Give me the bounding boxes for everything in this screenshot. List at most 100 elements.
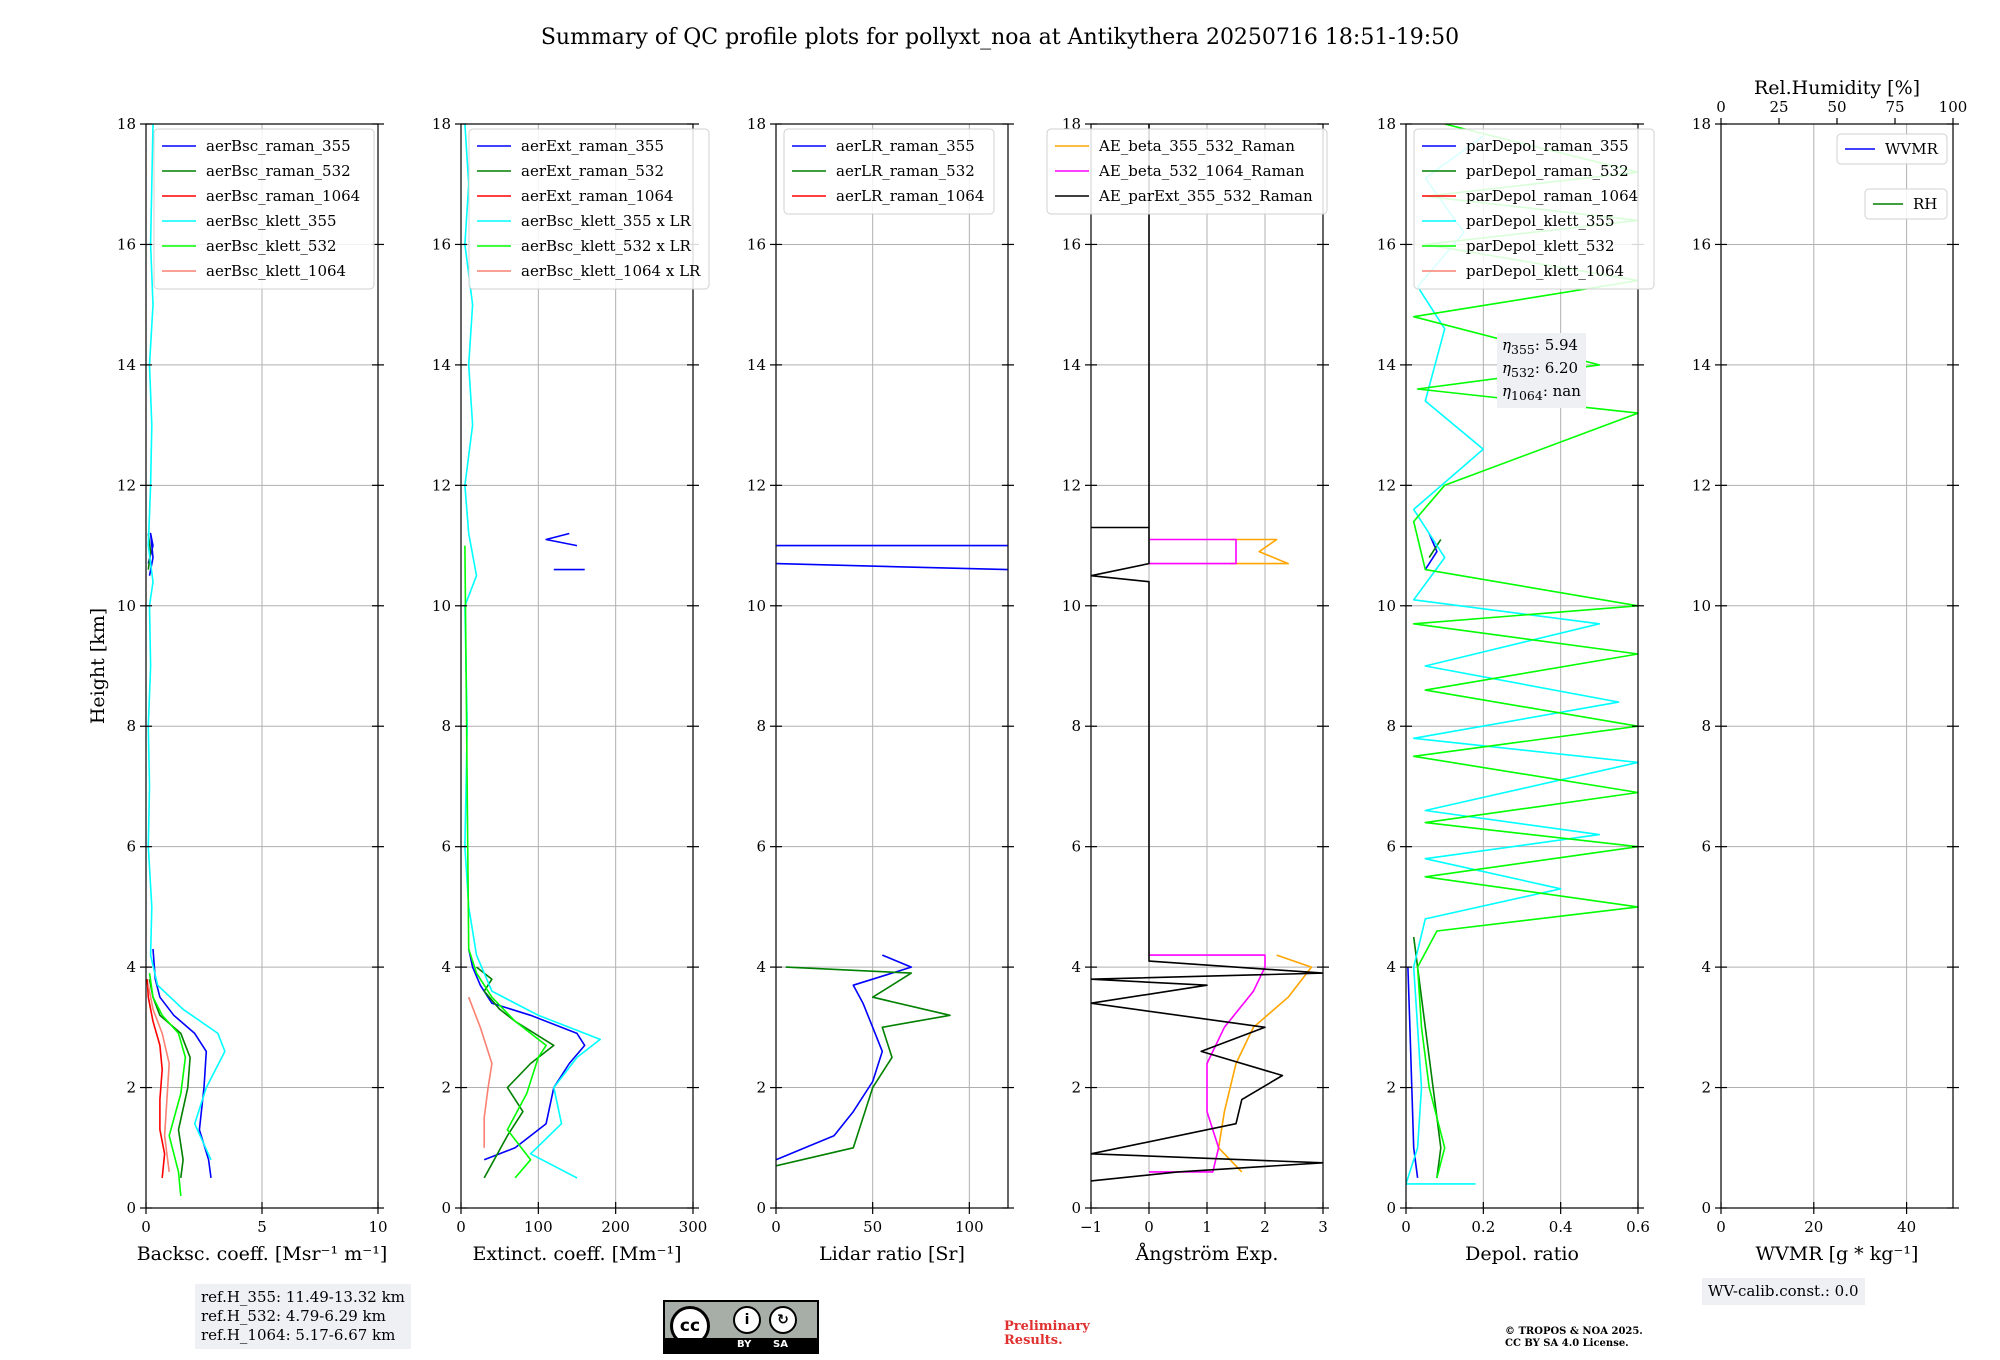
legend-label: aerBsc_raman_1064: [206, 187, 360, 205]
legend-label: RH: [1913, 195, 1937, 213]
axes-frame: [460, 123, 694, 1209]
legend-box: [1413, 128, 1655, 290]
legend-label: parDepol_klett_532: [1466, 237, 1615, 255]
eta-1064: η1064: nan: [1502, 382, 1581, 403]
y-tick-label: 14: [1692, 356, 1711, 374]
legend-label: aerBsc_klett_532: [206, 237, 337, 255]
legend-label: aerExt_raman_532: [521, 162, 664, 180]
y-tick-label: 6: [126, 838, 136, 856]
x-tick-label: 0: [1716, 1218, 1726, 1236]
legend-label: aerLR_raman_355: [836, 137, 975, 155]
ref-height-355: ref.H_355: 11.49-13.32 km: [201, 1288, 405, 1306]
x-tick-label: 0.6: [1626, 1218, 1650, 1236]
figure-title: Summary of QC profile plots for pollyxt_…: [541, 25, 1459, 50]
y-tick-label: 4: [756, 958, 766, 976]
y-tick-label: 2: [126, 1079, 136, 1097]
legend-box: [153, 128, 375, 290]
legend-label: parDepol_raman_1064: [1466, 187, 1638, 205]
copyright-note: © TROPOS & NOA 2025. CC BY SA 4.0 Licens…: [1505, 1326, 1643, 1350]
legend-box: [1864, 188, 1948, 220]
top-x-tick-label: 25: [1769, 98, 1788, 116]
panel-6: 0 2 4 6 8 10 12 14 16 18 0 20 40 0 25 50 75 100 Rel.Humidi…: [1692, 77, 1967, 1265]
preliminary-line-1: Preliminary: [1004, 1319, 1090, 1334]
x-tick-label: 1: [1202, 1218, 1212, 1236]
x-tick-label: −1: [1080, 1218, 1102, 1236]
y-tick-label: 4: [1071, 958, 1081, 976]
y-axis-label: Height [km]: [87, 608, 109, 724]
legend-label: aerExt_raman_355: [521, 137, 664, 155]
x-axis-label: Lidar ratio [Sr]: [819, 1243, 965, 1265]
x-axis-label: Ångström Exp.: [1135, 1243, 1279, 1265]
legend: AE_beta_355_532_Raman AE_beta_532_1064_Ra…: [1046, 128, 1328, 215]
panel-5: 0 2 4 6 8 10 12 14 16 18 0 0.2 0.4 0.6 Depol. ratio par…: [1377, 115, 1655, 1265]
panel-3: 0 2 4 6 8 10 12 14 16 18 0 50 100 Lidar ratio [Sr] aer…: [747, 115, 1014, 1265]
legend-box: [468, 128, 710, 290]
y-tick-label: 2: [1701, 1079, 1711, 1097]
license-sa-label: SA: [773, 1339, 788, 1350]
legend-box: [1836, 133, 1948, 165]
y-tick-label: 0: [756, 1199, 766, 1217]
y-tick-label: 4: [126, 958, 136, 976]
y-tick-label: 18: [117, 115, 136, 133]
wv-calibration-box: WV-calib.const.: 0.0: [1702, 1278, 1865, 1305]
y-tick-label: 16: [1062, 235, 1081, 253]
x-tick-label: 2: [1260, 1218, 1270, 1236]
y-tick-label: 2: [441, 1079, 451, 1097]
y-tick-label: 6: [441, 838, 451, 856]
legend: WVMR RH: [1836, 133, 1948, 220]
y-tick-label: 6: [1701, 838, 1711, 856]
y-tick-label: 2: [1386, 1079, 1396, 1097]
y-tick-label: 8: [1701, 717, 1711, 735]
top-x-tick-label: 50: [1827, 98, 1846, 116]
x-axis-label: WVMR [g * kg⁻¹]: [1756, 1243, 1919, 1265]
x-tick-label: 40: [1897, 1218, 1916, 1236]
top-x-tick-label: 75: [1885, 98, 1904, 116]
y-tick-label: 16: [747, 235, 766, 253]
legend-label: aerLR_raman_1064: [836, 187, 984, 205]
y-tick-label: 14: [1062, 356, 1081, 374]
y-tick-label: 0: [126, 1199, 136, 1217]
x-tick-label: 0: [141, 1218, 151, 1236]
eta-1064-value: nan: [1552, 382, 1581, 400]
legend-label: aerExt_raman_1064: [521, 187, 674, 205]
eta-532: η532: 6.20: [1502, 359, 1579, 380]
top-x-axis-label: Rel.Humidity [%]: [1754, 77, 1920, 99]
preliminary-note: Preliminary Results.: [1004, 1320, 1090, 1348]
legend: aerExt_raman_355 aerExt_raman_532 aerExt_r…: [468, 128, 710, 290]
y-tick-label: 18: [747, 115, 766, 133]
y-tick-label: 8: [1071, 717, 1081, 735]
series-line-pardepol-raman-532: [1412, 936, 1442, 1179]
x-tick-label: 0: [771, 1218, 781, 1236]
y-tick-label: 6: [1386, 838, 1396, 856]
y-tick-label: 14: [117, 356, 136, 374]
y-tick-label: 10: [1377, 597, 1396, 615]
x-tick-label: 3: [1318, 1218, 1328, 1236]
y-tick-label: 10: [117, 597, 136, 615]
y-tick-label: 14: [1377, 356, 1396, 374]
series-line-aerbsc-klett-1064-x-lr: [467, 996, 493, 1148]
series-line-aerbsc-klett-1064: [147, 985, 170, 1173]
series-line-aerext-raman-532: [476, 966, 555, 1179]
series-line-aerbsc-klett-532: [148, 972, 187, 1197]
ref-height-1064: ref.H_1064: 5.17-6.67 km: [201, 1326, 396, 1344]
y-tick-label: 12: [432, 476, 451, 494]
legend-label: AE_beta_532_1064_Raman: [1098, 162, 1305, 180]
x-tick-label: 10: [368, 1218, 387, 1236]
series-group: [464, 124, 601, 1179]
y-tick-label: 16: [1692, 235, 1711, 253]
legend: parDepol_raman_355 parDepol_raman_532 parD…: [1413, 128, 1655, 290]
series-line-ae-beta-355-532-raman: [1230, 538, 1289, 565]
copyright-line-2: CC BY SA 4.0 License.: [1505, 1338, 1629, 1349]
x-tick-label: 0: [456, 1218, 466, 1236]
legend-box: [783, 128, 995, 215]
x-tick-label: 0: [1401, 1218, 1411, 1236]
y-tick-label: 8: [126, 717, 136, 735]
x-axis-label: Extinct. coeff. [Mm⁻¹]: [472, 1243, 681, 1265]
legend-label: aerBsc_klett_1064: [206, 262, 346, 280]
y-tick-label: 6: [756, 838, 766, 856]
y-tick-label: 16: [117, 235, 136, 253]
series-line-aerlr-raman-532: [776, 966, 951, 1167]
legend: aerLR_raman_355 aerLR_raman_532 aerLR_rama…: [783, 128, 995, 215]
